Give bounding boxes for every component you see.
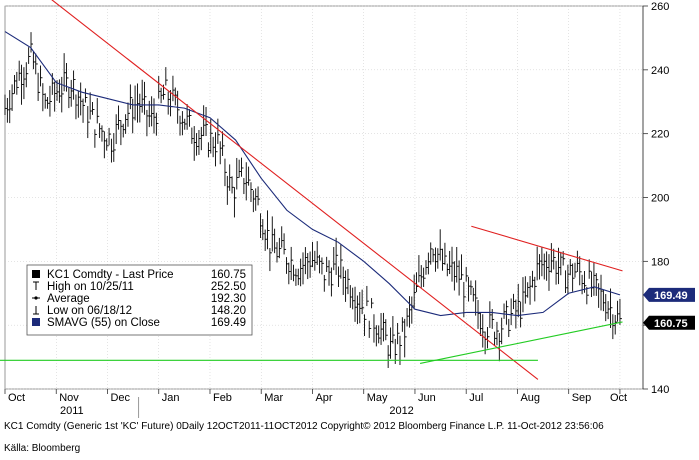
chart-description: KC1 Comdty (Generic 1st 'KC' Future) 0Da… bbox=[4, 421, 604, 432]
price-labels: 169.49 160.75 bbox=[643, 287, 695, 330]
x-tick-label: Mar bbox=[264, 392, 283, 404]
x-tick-label: Sep bbox=[572, 392, 592, 404]
x-tick-label: May bbox=[367, 392, 388, 404]
trendlines bbox=[0, 0, 623, 380]
y-tick-label: 180 bbox=[651, 256, 669, 268]
y-tick-label: 200 bbox=[651, 193, 669, 205]
x-tick-label: Jul bbox=[469, 392, 483, 404]
y-tick-label: 220 bbox=[651, 129, 669, 141]
legend-box bbox=[26, 264, 253, 336]
legend-value: 192.30 bbox=[211, 293, 246, 305]
legend-label: Low on 06/18/12 bbox=[47, 305, 132, 317]
sma-line bbox=[4, 31, 621, 317]
price-series bbox=[4, 32, 622, 368]
x-tick-label: Apr bbox=[315, 392, 332, 404]
x-tick-label: Aug bbox=[520, 392, 540, 404]
x-tick-label: Jun bbox=[418, 392, 436, 404]
legend-label: SMAVG (55) on Close bbox=[47, 317, 160, 329]
x-tick-label: Dec bbox=[110, 392, 130, 404]
legend-value: 148.20 bbox=[211, 305, 246, 317]
trendline-downtrend bbox=[51, 0, 539, 380]
legend-label: High on 10/25/11 bbox=[47, 281, 134, 293]
x-tick-label: Oct bbox=[610, 392, 627, 404]
legend-value: 252.50 bbox=[211, 281, 246, 293]
x-tick-label: Nov bbox=[59, 392, 79, 404]
trendline-short-downtrend bbox=[471, 225, 623, 272]
source-note: Källa: Bloomberg bbox=[4, 443, 81, 454]
price-label-text: 160.75 bbox=[654, 318, 688, 330]
x-tick-label: Feb bbox=[213, 392, 232, 404]
sma-series bbox=[4, 31, 621, 317]
grid bbox=[5, 5, 643, 390]
price-label-box bbox=[643, 315, 695, 330]
y-axis: 140160180200220240260 bbox=[642, 1, 669, 396]
legend-marker bbox=[32, 318, 40, 326]
x-year-label: 2012 bbox=[389, 405, 413, 417]
y-tick-label: 140 bbox=[651, 384, 669, 396]
legend: KC1 Comdty - Last Price 160.75 High on 10/… bbox=[26, 264, 253, 336]
legend-marker bbox=[34, 296, 38, 300]
legend-marker bbox=[32, 270, 40, 278]
legend-label: KC1 Comdty - Last Price bbox=[47, 269, 174, 281]
legend-value: 160.75 bbox=[211, 269, 246, 281]
x-axis: Oct Nov Dec Jan Feb Mar Apr May Jun Jul Aug Sep Oct 2… bbox=[4, 389, 627, 418]
legend-value: 169.49 bbox=[211, 317, 246, 329]
price-label-text: 169.49 bbox=[654, 290, 688, 302]
trendline-uptrend bbox=[419, 321, 623, 365]
price-label-box bbox=[643, 287, 695, 302]
x-tick-label: Oct bbox=[8, 392, 25, 404]
y-tick-label: 260 bbox=[651, 1, 669, 13]
x-tick-label: Jan bbox=[162, 392, 180, 404]
y-tick-label: 240 bbox=[651, 65, 669, 77]
x-year-label: 2011 bbox=[60, 405, 84, 417]
legend-label: Average bbox=[47, 293, 90, 305]
